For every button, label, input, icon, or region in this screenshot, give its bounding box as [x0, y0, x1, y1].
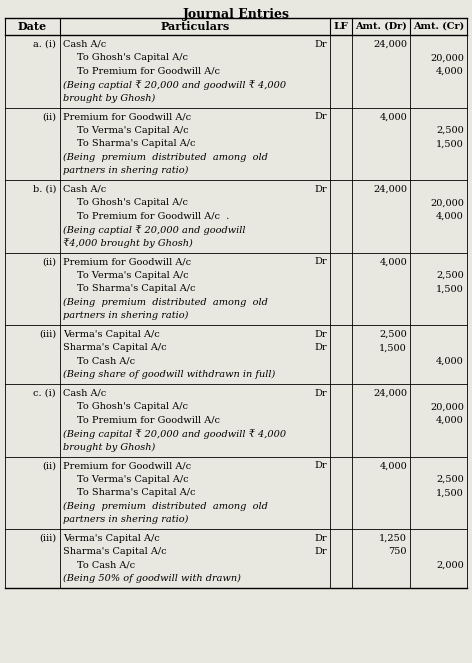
Text: Dr: Dr	[314, 40, 327, 49]
Text: Dr: Dr	[314, 461, 327, 470]
Text: Verma's Capital A/c: Verma's Capital A/c	[63, 534, 160, 543]
Text: (Being captial ₹ 20,000 and goodwill ₹ 4,000: (Being captial ₹ 20,000 and goodwill ₹ 4…	[63, 80, 286, 90]
Text: 4,000: 4,000	[379, 112, 407, 121]
Text: 4,000: 4,000	[436, 416, 464, 425]
Text: To Ghosh's Capital A/c: To Ghosh's Capital A/c	[77, 198, 188, 208]
Text: (Being  premium  distributed  among  old: (Being premium distributed among old	[63, 152, 268, 162]
Text: partners in shering ratio): partners in shering ratio)	[63, 166, 188, 175]
Text: 20,000: 20,000	[430, 402, 464, 411]
Text: 750: 750	[388, 547, 407, 556]
Text: (ii): (ii)	[42, 461, 56, 470]
Text: Verma's Capital A/c: Verma's Capital A/c	[63, 330, 160, 339]
Text: 24,000: 24,000	[373, 40, 407, 49]
Text: 2,000: 2,000	[436, 561, 464, 570]
Text: To Sharma's Capital A/c: To Sharma's Capital A/c	[77, 139, 195, 149]
Text: (Being  premium  distributed  among  old: (Being premium distributed among old	[63, 298, 268, 307]
Text: partners in shering ratio): partners in shering ratio)	[63, 515, 188, 524]
Text: To Sharma's Capital A/c: To Sharma's Capital A/c	[77, 488, 195, 497]
Text: (iii): (iii)	[39, 534, 56, 543]
Text: Particulars: Particulars	[160, 21, 229, 32]
Text: Cash A/c: Cash A/c	[63, 185, 106, 194]
Text: To Cash A/c: To Cash A/c	[77, 357, 135, 366]
Text: Amt. (Dr): Amt. (Dr)	[355, 22, 407, 31]
Text: 1,250: 1,250	[379, 534, 407, 543]
Text: brought by Ghosh): brought by Ghosh)	[63, 443, 155, 452]
Text: 4,000: 4,000	[436, 211, 464, 221]
Text: 2,500: 2,500	[379, 330, 407, 339]
Text: 24,000: 24,000	[373, 389, 407, 398]
Text: 1,500: 1,500	[436, 284, 464, 293]
Text: To Premium for Goodwill A/c: To Premium for Goodwill A/c	[77, 67, 220, 76]
Text: 4,000: 4,000	[436, 357, 464, 366]
Text: Amt. (Cr): Amt. (Cr)	[413, 22, 464, 31]
Text: (Being captial ₹ 20,000 and goodwill: (Being captial ₹ 20,000 and goodwill	[63, 225, 245, 235]
Text: Sharma's Capital A/c: Sharma's Capital A/c	[63, 343, 167, 352]
Text: To Verma's Capital A/c: To Verma's Capital A/c	[77, 126, 189, 135]
Text: partners in shering ratio): partners in shering ratio)	[63, 311, 188, 320]
Text: To Sharma's Capital A/c: To Sharma's Capital A/c	[77, 284, 195, 293]
Text: Premium for Goodwill A/c: Premium for Goodwill A/c	[63, 257, 191, 267]
Text: a. (i): a. (i)	[33, 40, 56, 49]
Text: Cash A/c: Cash A/c	[63, 40, 106, 49]
Text: (Being  premium  distributed  among  old: (Being premium distributed among old	[63, 502, 268, 511]
Text: c. (i): c. (i)	[34, 389, 56, 398]
Text: Dr: Dr	[314, 343, 327, 352]
Text: 4,000: 4,000	[379, 257, 407, 267]
Text: Premium for Goodwill A/c: Premium for Goodwill A/c	[63, 112, 191, 121]
Text: To Premium for Goodwill A/c  .: To Premium for Goodwill A/c .	[77, 211, 229, 221]
Text: To Cash A/c: To Cash A/c	[77, 561, 135, 570]
Text: 20,000: 20,000	[430, 198, 464, 208]
Text: (Being share of goodwill withdrawn in full): (Being share of goodwill withdrawn in fu…	[63, 370, 275, 379]
Text: Dr: Dr	[314, 257, 327, 267]
Text: Dr: Dr	[314, 547, 327, 556]
Text: Journal Entries: Journal Entries	[183, 8, 289, 21]
Text: b. (i): b. (i)	[33, 185, 56, 194]
Text: ₹4,000 brought by Ghosh): ₹4,000 brought by Ghosh)	[63, 239, 193, 248]
Text: LF: LF	[334, 22, 348, 31]
Text: Dr: Dr	[314, 185, 327, 194]
Text: To Premium for Goodwill A/c: To Premium for Goodwill A/c	[77, 416, 220, 425]
Text: Dr: Dr	[314, 389, 327, 398]
Text: 1,500: 1,500	[379, 343, 407, 352]
Text: Date: Date	[18, 21, 47, 32]
Text: (ii): (ii)	[42, 112, 56, 121]
Text: (Being capital ₹ 20,000 and goodwill ₹ 4,000: (Being capital ₹ 20,000 and goodwill ₹ 4…	[63, 429, 286, 439]
Text: 1,500: 1,500	[436, 139, 464, 149]
Text: Dr: Dr	[314, 112, 327, 121]
Text: 2,500: 2,500	[436, 126, 464, 135]
Text: Sharma's Capital A/c: Sharma's Capital A/c	[63, 547, 167, 556]
Text: Dr: Dr	[314, 330, 327, 339]
Text: 20,000: 20,000	[430, 53, 464, 62]
Text: (Being 50% of goodwill with drawn): (Being 50% of goodwill with drawn)	[63, 574, 241, 583]
Text: Dr: Dr	[314, 534, 327, 543]
Text: To Verma's Capital A/c: To Verma's Capital A/c	[77, 271, 189, 280]
Text: To Verma's Capital A/c: To Verma's Capital A/c	[77, 475, 189, 484]
Text: 4,000: 4,000	[436, 67, 464, 76]
Text: To Ghosh's Capital A/c: To Ghosh's Capital A/c	[77, 402, 188, 411]
Text: 4,000: 4,000	[379, 461, 407, 470]
Text: 1,500: 1,500	[436, 488, 464, 497]
Text: Premium for Goodwill A/c: Premium for Goodwill A/c	[63, 461, 191, 470]
Text: 24,000: 24,000	[373, 185, 407, 194]
Text: (iii): (iii)	[39, 330, 56, 339]
Text: 2,500: 2,500	[436, 271, 464, 280]
Text: To Ghosh's Capital A/c: To Ghosh's Capital A/c	[77, 53, 188, 62]
Text: (ii): (ii)	[42, 257, 56, 267]
Text: 2,500: 2,500	[436, 475, 464, 484]
Text: brought by Ghosh): brought by Ghosh)	[63, 93, 155, 103]
Text: Cash A/c: Cash A/c	[63, 389, 106, 398]
